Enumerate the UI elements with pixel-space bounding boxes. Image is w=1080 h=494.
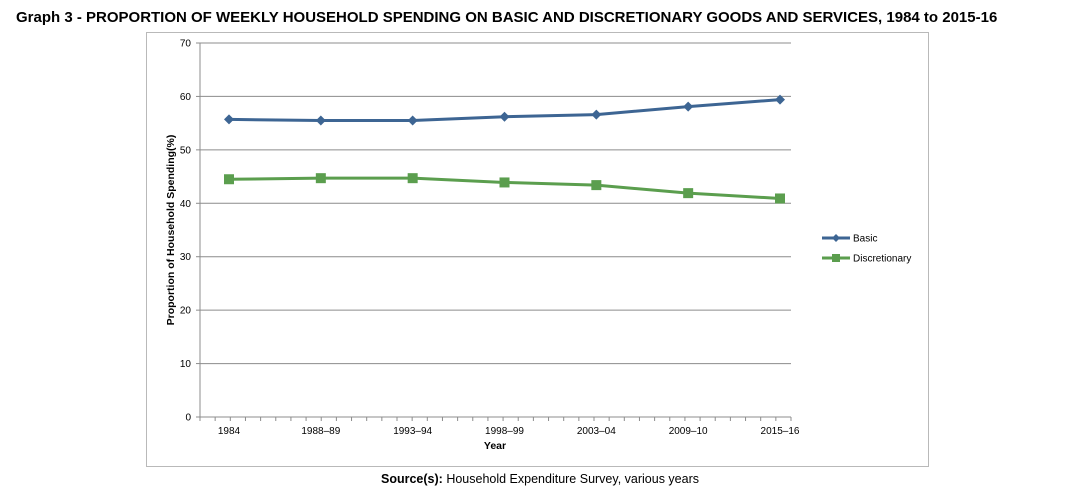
data-point-discretionary [591,180,602,191]
data-point-basic [591,109,602,120]
x-tick-label: 1993–94 [393,426,432,437]
legend-marker-discretionary [832,254,840,262]
legend-marker-basic [832,234,840,242]
data-point-basic [407,115,418,126]
source-text: Household Expenditure Survey, various ye… [446,472,699,486]
y-tick-label: 40 [180,199,192,210]
data-point-basic [499,111,510,122]
y-axis-label: Proportion of Household Spending(%) [165,135,177,326]
x-tick-label: 1988–89 [301,426,340,437]
y-tick-label: 30 [180,252,192,263]
data-point-discretionary [315,173,326,184]
x-axis-ticks: 1984 1988–89 1993–94 1998–99 2003–04 2009–10 2… [199,417,800,437]
gridlines [200,42,791,365]
data-point-discretionary [775,193,785,204]
y-tick-label: 10 [180,359,192,370]
legend-label-discretionary: Discretionary [853,254,911,265]
legend: Basic Discretionary [822,234,911,265]
x-tick-label: 2015–16 [761,426,800,437]
chart-frame [146,32,929,467]
data-point-basic [775,94,785,105]
source-note: Source(s): Household Expenditure Survey,… [0,472,1080,486]
legend-label-basic: Basic [853,234,877,245]
y-tick-label: 50 [180,145,192,156]
x-tick-label: 1984 [218,426,241,437]
chart-title: Graph 3 - PROPORTION OF WEEKLY HOUSEHOLD… [16,9,998,26]
x-tick-label: 1998–99 [485,426,524,437]
data-point-basic [224,114,234,125]
x-tick-label: 2003–04 [577,426,616,437]
y-tick-label: 60 [180,92,192,103]
data-point-discretionary [224,174,234,185]
axes [199,43,791,418]
source-label: Source(s): [381,472,443,486]
x-tick-label: 2009–10 [669,426,708,437]
data-point-discretionary [407,173,418,184]
series-lines [224,94,785,204]
y-axis-ticks: 0 10 20 30 40 50 60 70 [180,39,200,424]
y-tick-label: 0 [185,413,191,424]
y-tick-label: 20 [180,306,192,317]
data-point-discretionary [683,188,694,199]
data-point-basic [315,115,326,126]
y-tick-label: 70 [180,39,192,50]
data-point-discretionary [499,177,510,188]
data-point-basic [683,101,694,112]
x-axis-label: Year [484,440,506,452]
